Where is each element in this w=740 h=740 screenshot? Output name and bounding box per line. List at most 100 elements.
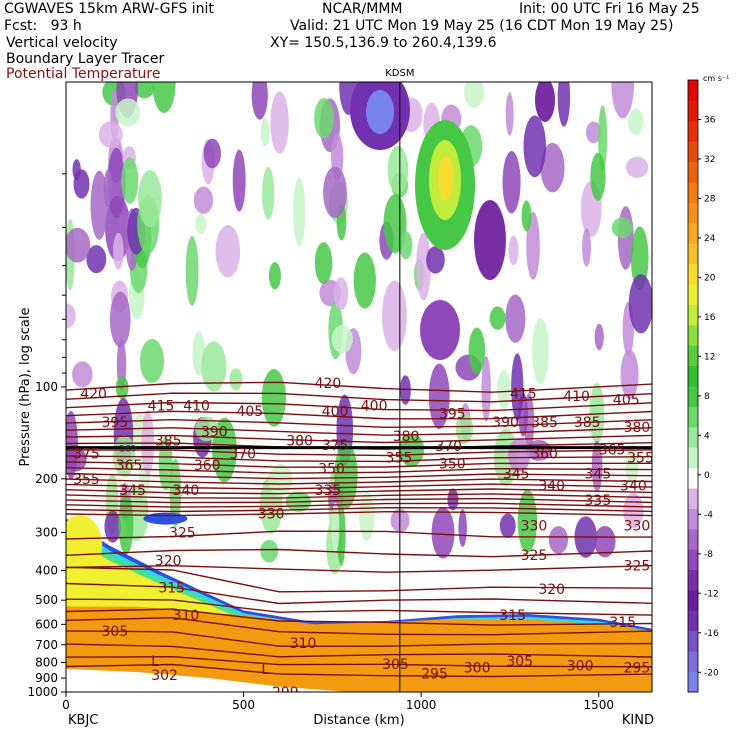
- updraft-blob: [489, 306, 506, 330]
- updraft-blob: [532, 317, 549, 385]
- theta-label: 310: [290, 636, 317, 652]
- theta-label: L: [261, 662, 269, 678]
- theta-label: 315: [609, 615, 636, 631]
- colorbar-cell: [688, 243, 698, 265]
- downdraft-blob: [426, 246, 445, 274]
- updraft-blob: [628, 108, 644, 135]
- downdraft-blob: [594, 323, 604, 351]
- theta-label: 410: [183, 399, 210, 415]
- station-marker-label: KDSM: [385, 68, 414, 79]
- theta-contour: [66, 564, 652, 573]
- downdraft-blob: [66, 227, 91, 263]
- updraft-blob: [521, 200, 532, 232]
- colorbar-cell: [688, 549, 698, 571]
- updraft-blob: [260, 118, 270, 147]
- colorbar-tick-label: -20: [704, 668, 719, 678]
- theta-label: 305: [506, 654, 533, 670]
- colorbar-cell: [688, 508, 698, 530]
- colorbar-tick-label: 16: [704, 313, 716, 323]
- theta-label: L: [151, 654, 159, 670]
- y-tick-label: 300: [35, 526, 58, 540]
- updraft-blob: [118, 493, 134, 555]
- downdraft-blob: [251, 82, 268, 120]
- downdraft-blob: [215, 225, 241, 278]
- y-axis-label: Pressure (hPa), log scale: [18, 308, 33, 467]
- downdraft-blob: [98, 121, 123, 148]
- downdraft-blob: [626, 156, 649, 178]
- updraft-blob: [261, 369, 287, 427]
- theta-contour: [66, 510, 652, 517]
- updraft-blob: [115, 98, 141, 127]
- x-tick-label: 0: [62, 698, 70, 712]
- downdraft-blob: [548, 526, 569, 554]
- downdraft-blob: [399, 375, 411, 405]
- theta-label: 370: [229, 446, 256, 462]
- downdraft-core: [474, 200, 506, 280]
- theta-label: 310: [173, 608, 200, 624]
- downdraft-blob: [523, 115, 547, 178]
- updraft-blob: [353, 252, 376, 309]
- theta-contour: [66, 655, 652, 668]
- updraft-blob: [331, 324, 353, 354]
- theta-label: 340: [538, 478, 565, 494]
- updraft-blob: [387, 145, 409, 194]
- theta-contour: [66, 566, 652, 593]
- colorbar-tick-label: 36: [704, 115, 716, 125]
- colorbar-cell: [688, 182, 698, 203]
- theta-label: 299: [272, 685, 299, 701]
- theta-label: 335: [585, 493, 612, 509]
- theta-contour: [66, 548, 652, 558]
- theta-label: 420: [80, 386, 107, 402]
- right-endpoint-label: KIND: [622, 713, 654, 728]
- colorbar-cell: [688, 365, 698, 387]
- downdraft-blob: [104, 510, 121, 543]
- downdraft-blob: [499, 513, 516, 539]
- updraft-blob: [630, 226, 649, 291]
- theta-label: 330: [258, 507, 285, 523]
- theta-label: 405: [613, 393, 640, 409]
- colorbar-frame: [687, 79, 699, 693]
- theta-label: 295: [421, 667, 448, 683]
- colorbar-tick-label: -12: [704, 589, 719, 599]
- colorbar-cell: [688, 100, 698, 122]
- theta-contour: [66, 467, 652, 474]
- theta-contour: [66, 506, 652, 513]
- theta-label: 375: [322, 438, 349, 454]
- downdraft-blob: [508, 235, 519, 266]
- y-tick-label: 900: [35, 671, 58, 685]
- updraft-blob: [455, 412, 474, 445]
- downdraft-blob: [109, 291, 131, 348]
- updraft-blob: [468, 327, 486, 375]
- downdraft-blob: [431, 507, 455, 559]
- theta-label: 355: [73, 472, 100, 488]
- downdraft-blob: [620, 349, 639, 400]
- colorbar-cell: [688, 426, 698, 448]
- updraft-blob: [611, 217, 633, 239]
- theta-contour: [66, 472, 652, 480]
- theta-contour: [66, 410, 652, 420]
- downdraft-core: [366, 90, 394, 134]
- theta-contour: [66, 455, 652, 463]
- theta-label: 305: [102, 624, 129, 640]
- theta-contour: [66, 392, 652, 403]
- theta-contour: [66, 401, 652, 412]
- downdraft-blob: [628, 274, 652, 334]
- theta-label: 385: [531, 415, 558, 431]
- updraft-blob: [293, 177, 306, 247]
- colorbar-cell: [688, 324, 698, 346]
- downdraft-blob: [73, 169, 90, 199]
- downdraft-blob: [270, 91, 289, 154]
- theta-contour: [66, 616, 652, 636]
- theta-label: 415: [148, 399, 175, 415]
- colorbar-cell: [688, 141, 698, 163]
- y-tick-label: 200: [35, 472, 58, 486]
- downdraft-blob: [505, 294, 526, 343]
- colorbar-cell: [688, 80, 698, 101]
- updraft-blob: [590, 152, 606, 201]
- downdraft-blob: [502, 151, 521, 214]
- y-tick-label: 800: [35, 655, 58, 669]
- x-tick-label: 1000: [406, 698, 437, 712]
- org-label: NCAR/MMM: [322, 1, 403, 17]
- theta-contour: [66, 488, 652, 495]
